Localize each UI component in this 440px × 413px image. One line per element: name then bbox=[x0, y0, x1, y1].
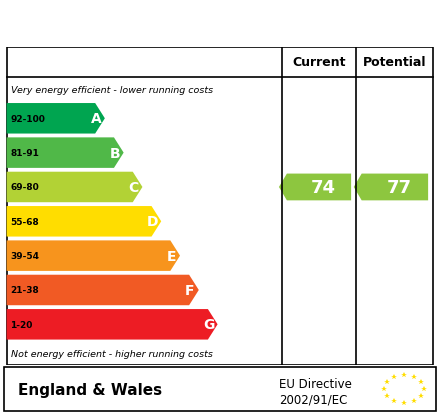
Text: 81-91: 81-91 bbox=[10, 149, 39, 158]
Text: D: D bbox=[147, 215, 158, 229]
Text: EU Directive: EU Directive bbox=[279, 377, 352, 390]
Polygon shape bbox=[7, 241, 180, 271]
Text: 69-80: 69-80 bbox=[10, 183, 39, 192]
Text: 74: 74 bbox=[311, 178, 336, 197]
Text: 92-100: 92-100 bbox=[10, 114, 45, 123]
Text: E: E bbox=[166, 249, 176, 263]
Text: Very energy efficient - lower running costs: Very energy efficient - lower running co… bbox=[11, 85, 213, 95]
Text: 2002/91/EC: 2002/91/EC bbox=[279, 392, 348, 405]
Text: 77: 77 bbox=[387, 178, 412, 197]
Polygon shape bbox=[7, 275, 199, 306]
Polygon shape bbox=[354, 174, 428, 201]
Text: B: B bbox=[110, 146, 120, 160]
Polygon shape bbox=[7, 138, 124, 169]
Text: Energy Efficiency Rating: Energy Efficiency Rating bbox=[11, 14, 299, 34]
Polygon shape bbox=[7, 104, 105, 134]
Text: England & Wales: England & Wales bbox=[18, 382, 162, 397]
Text: 1-20: 1-20 bbox=[10, 320, 33, 329]
Polygon shape bbox=[7, 172, 143, 203]
Text: F: F bbox=[185, 283, 195, 297]
Text: G: G bbox=[203, 318, 214, 332]
Text: Potential: Potential bbox=[363, 56, 427, 69]
Text: Current: Current bbox=[292, 56, 346, 69]
Text: 21-38: 21-38 bbox=[10, 286, 39, 295]
Text: Not energy efficient - higher running costs: Not energy efficient - higher running co… bbox=[11, 349, 213, 358]
Text: A: A bbox=[91, 112, 102, 126]
Text: C: C bbox=[128, 180, 139, 195]
Polygon shape bbox=[7, 206, 161, 237]
Polygon shape bbox=[7, 309, 218, 340]
Polygon shape bbox=[279, 174, 351, 201]
Text: 39-54: 39-54 bbox=[10, 252, 39, 261]
Text: 55-68: 55-68 bbox=[10, 217, 39, 226]
